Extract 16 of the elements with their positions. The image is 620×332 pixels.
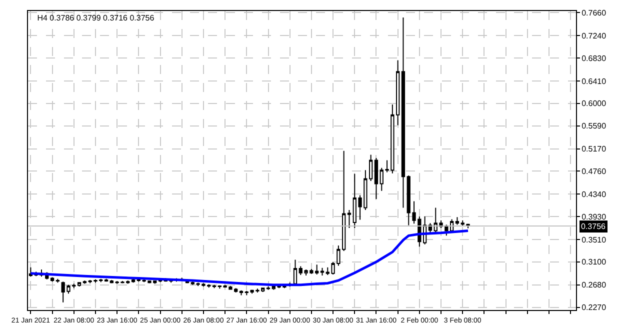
y-tick-label: 0.6000 [582,99,607,108]
y-tick-label: 0.7660 [582,8,607,18]
y-tick-label: 0.3100 [582,258,607,267]
y-tick-label: 0.2680 [582,280,607,290]
y-tick-label: 0.3510 [582,235,607,244]
y-tick-label: 0.2270 [582,303,607,312]
y-tick-label: 0.5170 [582,144,607,154]
chart-title: H4 0.3786 0.3799 0.3716 0.3756 [37,14,155,23]
y-tick-label: 0.3930 [582,212,607,222]
y-tick-label: 0.6410 [582,76,607,86]
y-tick-label: 0.6830 [582,54,607,63]
y-tick-label: 0.7240 [582,31,607,40]
y-tick-label: 0.5590 [582,122,607,131]
y-tick-label: 0.4340 [582,190,607,199]
ref-line-label: 0.3756 [581,222,606,231]
y-tick-label: 0.4760 [582,166,607,176]
